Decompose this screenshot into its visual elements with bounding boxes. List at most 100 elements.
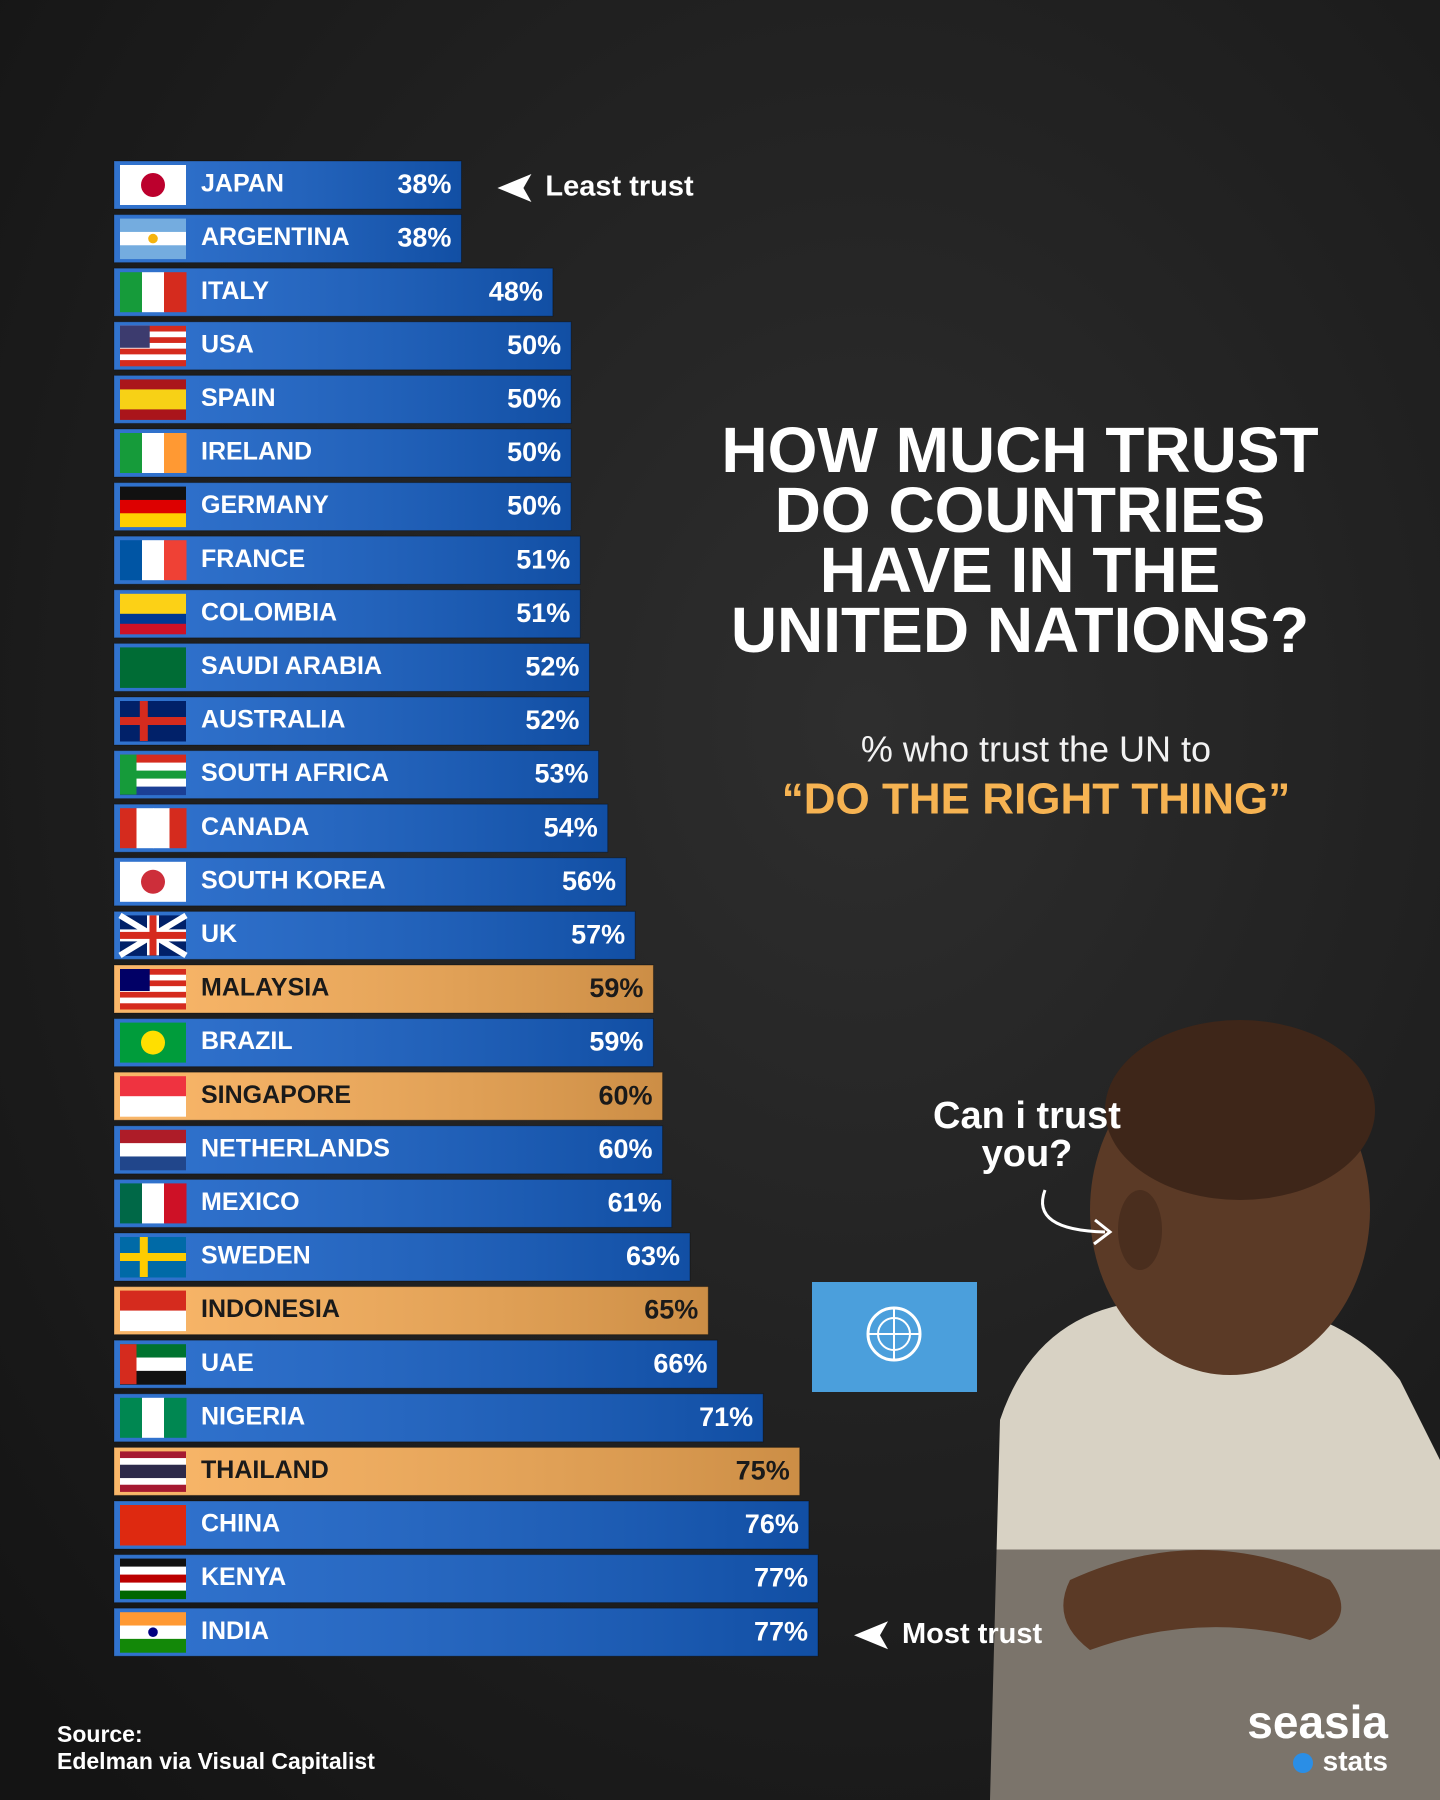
- category-label: ITALY: [201, 277, 269, 305]
- value-label: 60%: [599, 1134, 653, 1164]
- flag-emblem: [148, 1627, 158, 1637]
- flag: [120, 1290, 186, 1332]
- category-label: FRANCE: [201, 545, 305, 573]
- category-label: INDONESIA: [201, 1295, 340, 1323]
- bar-shade: [114, 589, 581, 638]
- flag: [120, 272, 187, 313]
- flag: [120, 1183, 187, 1224]
- flag-stripe: [120, 218, 186, 233]
- flag-stripe: [120, 399, 186, 410]
- flag-stripe: [120, 1003, 186, 1010]
- value-label: 38%: [397, 223, 451, 253]
- flag-stripe: [120, 433, 143, 473]
- title-line: HAVE IN THE: [820, 534, 1221, 606]
- value-label: 56%: [562, 866, 616, 896]
- bar-shade: [114, 697, 590, 745]
- bar-shade: [114, 750, 599, 799]
- title: HOW MUCH TRUST DO COUNTRIES HAVE IN THE …: [721, 414, 1318, 666]
- flag-emblem: [141, 173, 165, 197]
- category-label: UK: [201, 920, 237, 948]
- value-label: 66%: [653, 1348, 707, 1378]
- value-label: 51%: [516, 544, 570, 574]
- flag-stripe: [120, 499, 186, 514]
- flag: [120, 165, 186, 205]
- flag: [120, 969, 186, 1010]
- category-label: COLOMBIA: [201, 598, 337, 626]
- flag-stripe: [120, 331, 186, 338]
- flag-stripe: [120, 997, 186, 1004]
- logo: seasia stats: [1247, 1696, 1388, 1776]
- subtitle: % who trust the UN to: [861, 729, 1211, 770]
- flag-stripe: [120, 986, 186, 993]
- flag-stripe: [120, 969, 186, 976]
- flag-stripe: [120, 1574, 186, 1584]
- flag: [120, 808, 187, 849]
- bar-shade: [114, 1018, 654, 1067]
- flag-stripe: [120, 980, 186, 987]
- flag: [120, 1237, 186, 1278]
- flag-stripe: [120, 1183, 143, 1224]
- flag-stripe: [120, 1471, 186, 1479]
- flag-stripe: [120, 348, 186, 355]
- value-label: 48%: [489, 276, 543, 306]
- category-label: CHINA: [201, 1510, 280, 1538]
- flag: [120, 1505, 186, 1546]
- category-label: INDIA: [201, 1617, 269, 1645]
- bar-shade: [114, 1286, 709, 1335]
- flag-cross: [120, 717, 186, 725]
- flag-stripe: [153, 808, 170, 849]
- flag-stripe: [120, 786, 186, 796]
- flag-stripe: [136, 808, 154, 849]
- flag-stripe: [120, 540, 143, 581]
- flag-stripe: [120, 1558, 186, 1568]
- category-label: MALAYSIA: [201, 974, 329, 1002]
- flag: [120, 486, 186, 528]
- category-label: SWEDEN: [201, 1242, 311, 1270]
- flag: [120, 379, 186, 420]
- flag-cross: [120, 931, 186, 939]
- flag-stripe: [120, 360, 186, 367]
- bar-shade: [114, 1608, 818, 1657]
- flag-stripe: [142, 433, 165, 473]
- source-line: Source:: [57, 1721, 143, 1747]
- flag-emblem: [148, 233, 158, 244]
- flag-stripe: [120, 337, 186, 344]
- flag-stripe: [120, 1156, 186, 1171]
- flag-stripe: [142, 272, 165, 313]
- flag-stripe: [120, 409, 186, 420]
- category-label: SOUTH KOREA: [201, 866, 386, 894]
- flag: [118, 912, 188, 958]
- bar-shade: [114, 804, 608, 853]
- flag-stripe: [164, 540, 187, 581]
- source-line: Edelman via Visual Capitalist: [57, 1748, 375, 1774]
- flag-stripe: [169, 808, 187, 849]
- title-line: DO COUNTRIES: [775, 474, 1266, 546]
- category-label: GERMANY: [201, 491, 329, 519]
- category-label: SPAIN: [201, 384, 276, 412]
- callout-arrow: [1041, 1189, 1113, 1246]
- flag-emblem: [141, 869, 165, 894]
- annotation-arrow: [497, 174, 532, 202]
- flag-stripe: [142, 540, 165, 581]
- category-label: CANADA: [201, 813, 309, 841]
- flag-stripe: [120, 1143, 186, 1157]
- logo-sub: stats: [1323, 1745, 1388, 1776]
- logo-name: seasia: [1247, 1696, 1388, 1748]
- value-label: 52%: [525, 652, 579, 682]
- flag-stripe: [120, 974, 186, 981]
- flag-stripe: [120, 1638, 186, 1653]
- flag-stripe: [120, 325, 186, 333]
- value-label: 59%: [589, 973, 643, 1003]
- value-label: 51%: [516, 598, 570, 628]
- flag-stripe: [120, 991, 186, 999]
- value-label: 50%: [507, 330, 561, 360]
- flag-stripe: [120, 1464, 186, 1472]
- category-label: NETHERLANDS: [201, 1134, 390, 1162]
- un-flag: [812, 1282, 977, 1392]
- flag-stripe: [120, 1612, 186, 1627]
- value-label: 53%: [535, 759, 589, 789]
- subtitle-highlight: “DO THE RIGHT THING”: [782, 775, 1290, 824]
- callout: Can i trust you?: [933, 1095, 1121, 1175]
